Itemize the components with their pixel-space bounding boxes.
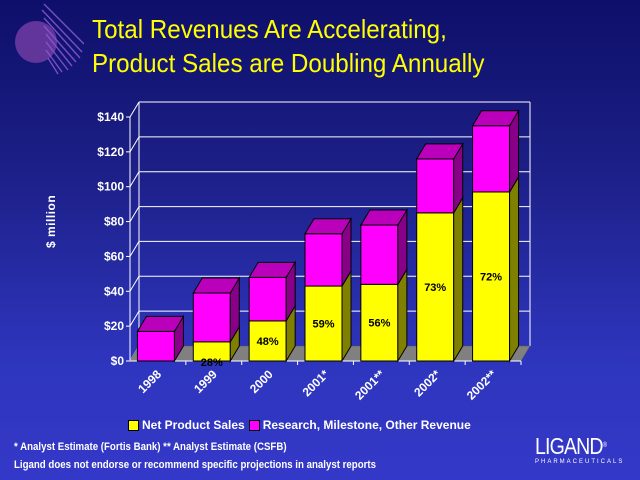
legend-label-other: Research, Milestone, Other Revenue [262, 418, 471, 432]
legend-swatch-other [248, 419, 260, 431]
data-label: 28% [201, 357, 223, 369]
x-tick-label: 2002* [411, 367, 443, 399]
grid-diagonal [129, 206, 140, 222]
y-tick-label: $100 [97, 180, 124, 194]
y-tick-label: $20 [104, 319, 124, 333]
x-tick-label: 2001* [300, 367, 332, 399]
bar-other-6-top [471, 110, 520, 127]
data-label: 73% [424, 282, 446, 294]
bar-other-2-front [248, 276, 287, 322]
y-tick-label: $80 [104, 215, 124, 229]
legend-swatch-product [128, 419, 139, 431]
bar-product-6-side [509, 175, 520, 363]
slide-title: Total Revenues Are Accelerating, Product… [92, 12, 485, 80]
bar-other-1-top [192, 277, 241, 294]
y-tick-label: $60 [104, 249, 124, 263]
grid-diagonal [129, 171, 140, 187]
y-tick-label: $0 [111, 354, 125, 368]
data-label: 56% [368, 318, 390, 330]
grid-diagonal [129, 241, 140, 257]
bar-product-2-front [248, 320, 287, 362]
ligand-logo: LIGAND® PHARMACEUTICALS [535, 434, 624, 465]
y-tick-label: $140 [97, 110, 124, 124]
data-label: 59% [312, 319, 334, 331]
grid-diagonal [129, 276, 140, 292]
bar-other-2-top [248, 261, 297, 278]
grid-diagonal [129, 101, 140, 118]
chart-legend: Net Product Sales Research, Milestone, O… [128, 418, 475, 432]
bar-product-4-side [397, 267, 408, 363]
x-tick-label: 1999 [191, 367, 220, 396]
bar-other-5-front [416, 158, 455, 214]
y-tick-label: $40 [104, 284, 124, 298]
slide-title-line1: Total Revenues Are Accelerating, [92, 14, 447, 44]
bar-product-5-front [416, 212, 455, 362]
legend-item-product: Net Product Sales [128, 418, 245, 432]
x-tick-label: 2000 [247, 367, 276, 396]
bar-other-3-front [304, 233, 343, 287]
footnote-disclaimer: Ligand does not endorse or recommend spe… [14, 459, 377, 471]
bar-product-5-side [453, 196, 464, 363]
y-tick-label: $120 [97, 145, 124, 159]
bar-other-5-top [415, 143, 464, 160]
bar-other-4-top [359, 209, 408, 226]
bar-other-0-top [136, 315, 185, 332]
bar-other-4-front [360, 224, 399, 285]
slide-title-line2: Product Sales are Doubling Annually [92, 48, 485, 78]
logo-orb-decoration [15, 3, 84, 75]
bar-product-4-front [360, 283, 399, 362]
brand-subtitle: PHARMACEUTICALS [535, 459, 625, 465]
brand-name: LIGAND [535, 433, 604, 459]
bar-other-0-front [136, 330, 175, 362]
x-tick-label: 2001** [352, 367, 388, 403]
bar-other-1-front [192, 292, 231, 343]
brand-mark: ® [602, 442, 607, 449]
grid-diagonal [129, 136, 140, 153]
x-tick-label: 1998 [135, 367, 164, 396]
bar-product-6-front [472, 191, 511, 362]
legend-label-product: Net Product Sales [142, 418, 245, 432]
data-label: 72% [480, 271, 502, 283]
bar-other-6-front [472, 125, 511, 193]
data-label: 48% [257, 336, 279, 348]
bar-other-3-top [304, 218, 352, 235]
legend-item-other: Research, Milestone, Other Revenue [248, 418, 471, 432]
x-tick-label: 2002** [464, 367, 500, 403]
grid-diagonal [129, 310, 140, 327]
footnote-analyst-estimates: * Analyst Estimate (Fortis Bank) ** Anal… [14, 441, 287, 453]
